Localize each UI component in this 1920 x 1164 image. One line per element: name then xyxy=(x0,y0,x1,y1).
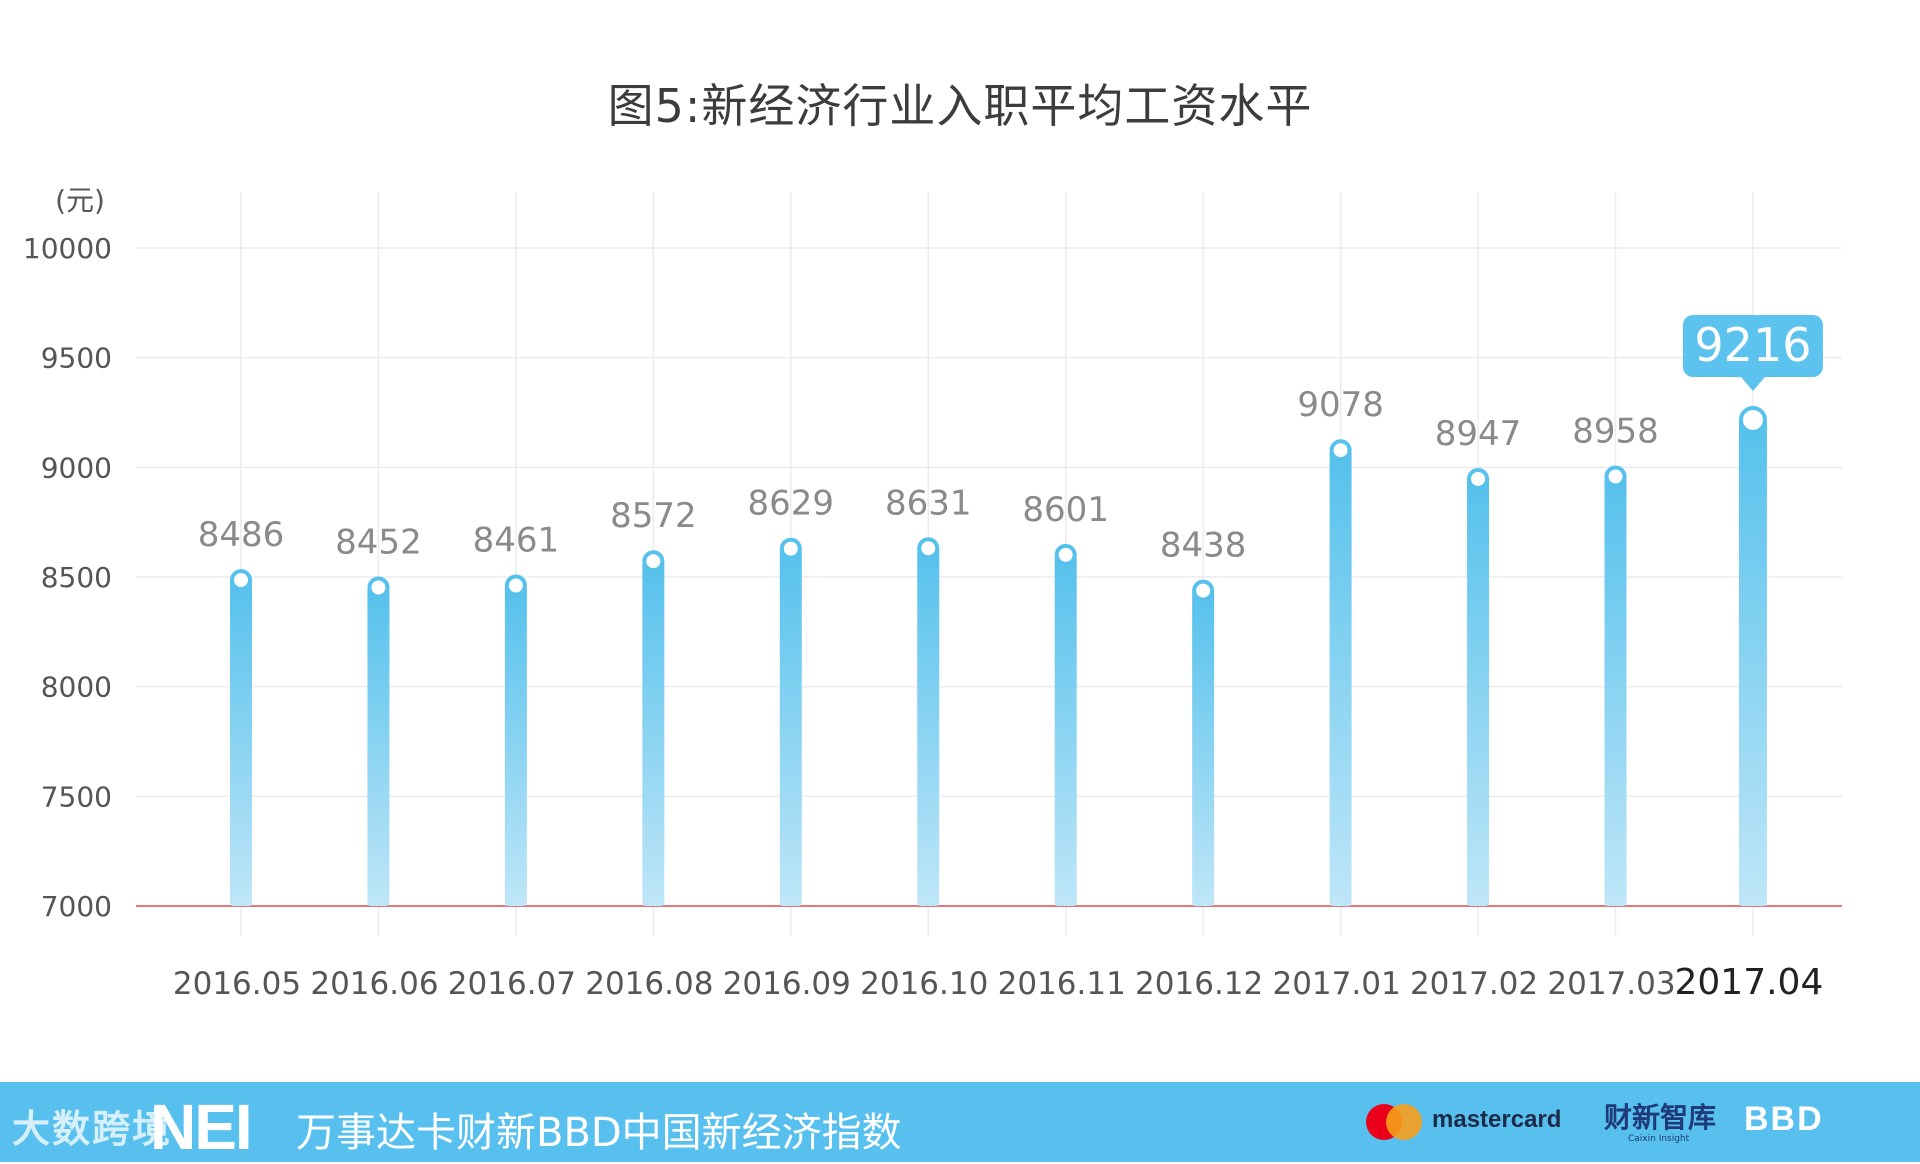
data-label: 8461 xyxy=(473,521,560,561)
data-label: 8629 xyxy=(748,484,835,524)
x-tick-label: 2016.11 xyxy=(998,966,1126,1002)
y-axis-unit: (元) xyxy=(55,184,105,217)
y-tick-label: 9000 xyxy=(41,451,112,484)
bar xyxy=(367,587,390,906)
data-point xyxy=(1738,405,1767,434)
chart-title: 图5:新经济行业入职平均工资水平 xyxy=(607,79,1313,133)
x-tick-label: 2017.02 xyxy=(1410,966,1538,1002)
x-tick-label: 2016.09 xyxy=(723,966,851,1002)
bar xyxy=(1329,450,1352,906)
data-label: 8572 xyxy=(610,496,697,536)
index-name: 万事达卡财新BBD中国新经济指数 xyxy=(296,1110,902,1156)
callout-pointer xyxy=(1740,376,1765,391)
x-tick-label: 2017.03 xyxy=(1547,966,1675,1002)
data-label: 9216 xyxy=(1694,318,1811,372)
data-point xyxy=(1604,465,1627,488)
x-tick-label: 2017.04 xyxy=(1675,962,1824,1003)
x-tick-label: 2016.06 xyxy=(310,966,438,1002)
data-label: 8486 xyxy=(198,515,285,555)
bar xyxy=(642,561,665,906)
y-tick-label: 10000 xyxy=(23,232,112,265)
data-label: 8452 xyxy=(335,523,422,563)
y-tick-label: 8000 xyxy=(41,671,112,704)
data-point xyxy=(779,537,802,560)
data-point xyxy=(1467,467,1490,490)
data-point xyxy=(642,550,665,573)
watermark-text: 大数跨境 xyxy=(12,1107,173,1151)
x-tick-label: 2016.08 xyxy=(585,966,713,1002)
x-tick-label: 2016.07 xyxy=(448,966,576,1002)
bar xyxy=(1054,554,1077,906)
bar-chart: (元) 7000 7500 8000 8500 9000 9500 10000 8486 2016… xyxy=(23,184,1842,1003)
data-label: 8947 xyxy=(1435,414,1522,454)
data-point xyxy=(917,537,940,560)
data-label: 8438 xyxy=(1160,526,1247,566)
bar xyxy=(1604,476,1627,906)
x-tick-label: 2016.05 xyxy=(173,966,301,1002)
data-label: 9078 xyxy=(1297,385,1384,425)
bar xyxy=(779,548,802,906)
bar xyxy=(230,580,252,906)
data-label: 8631 xyxy=(885,483,972,523)
nei-logo: NEI xyxy=(150,1091,253,1163)
y-tick-label: 7500 xyxy=(41,780,112,813)
y-tick-label: 7000 xyxy=(41,890,112,923)
bar xyxy=(1467,478,1490,906)
mastercard-wordmark: mastercard xyxy=(1432,1106,1562,1133)
bar xyxy=(1738,419,1767,906)
y-tick-label: 9500 xyxy=(41,342,112,375)
x-tick-label: 2017.01 xyxy=(1272,966,1400,1002)
bar xyxy=(917,548,940,906)
data-label: 8958 xyxy=(1572,412,1659,452)
highlight-callout: 9216 xyxy=(1682,314,1823,391)
x-tick-label: 2016.12 xyxy=(1135,966,1263,1002)
callout-box xyxy=(1682,314,1823,377)
bar xyxy=(504,585,527,906)
y-tick-label: 8500 xyxy=(41,561,112,594)
data-point xyxy=(1329,439,1352,462)
bar xyxy=(1192,590,1215,906)
caixin-sub: Caixin Insight xyxy=(1628,1134,1690,1144)
data-point xyxy=(504,574,527,597)
mastercard-logo-icon xyxy=(1366,1104,1422,1140)
caixin-logo: 财新智库 xyxy=(1604,1101,1717,1134)
data-point xyxy=(1192,579,1215,602)
x-tick-label: 2016.10 xyxy=(860,966,988,1002)
data-point xyxy=(230,569,252,592)
data-point xyxy=(367,576,390,599)
data-label: 8601 xyxy=(1022,490,1109,530)
data-point xyxy=(1054,543,1077,566)
footer-banner: 大数跨境 NEI 万事达卡财新BBD中国新经济指数 mastercard 财新智… xyxy=(0,1082,1920,1163)
bbd-logo: BBD xyxy=(1744,1100,1824,1138)
